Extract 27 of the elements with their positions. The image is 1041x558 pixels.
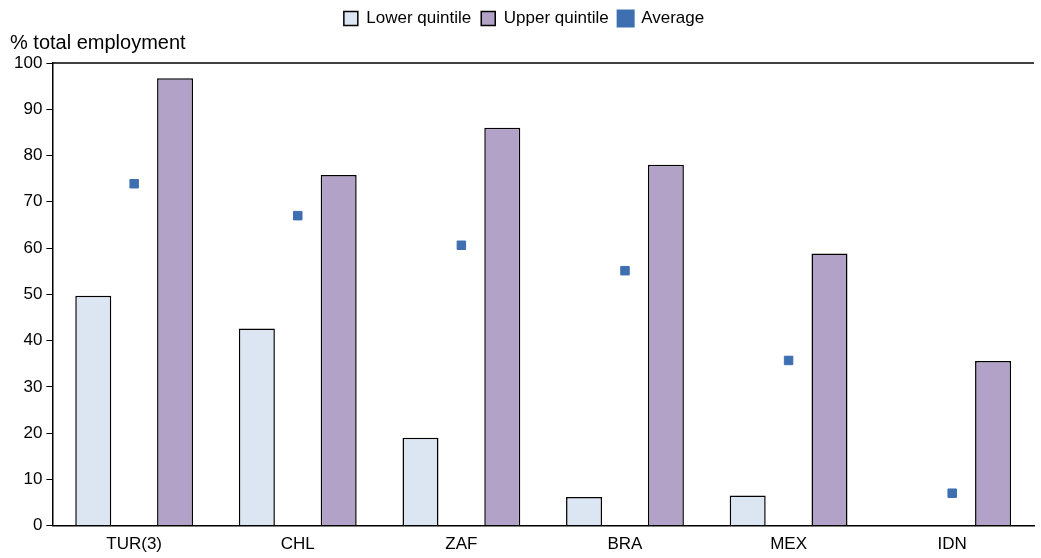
y-tick-label: 10 (23, 469, 43, 489)
point (129, 179, 139, 189)
point (947, 488, 957, 498)
x-tick-label: MEX (770, 534, 808, 554)
y-axis-title: % total employment (10, 30, 187, 53)
y-tick-label: 100 (13, 52, 43, 72)
y-tick-label: 30 (23, 376, 43, 396)
y-tick-label: 60 (23, 237, 43, 257)
point (456, 240, 467, 251)
x-tick-label: CHL (280, 534, 315, 554)
legend-label: Average (641, 8, 705, 28)
y-tick-label: 50 (23, 283, 43, 303)
y-tick-label: 80 (23, 145, 43, 165)
point (783, 355, 794, 366)
legend-label: Upper quintile (503, 8, 609, 28)
x-tick-label: BRA (607, 534, 644, 554)
point (620, 265, 630, 276)
x-tick-label: TUR(3) (106, 534, 163, 554)
y-tick-label: 70 (23, 191, 43, 211)
point (293, 210, 303, 221)
legend-label: Lower quintile (366, 8, 472, 28)
y-tick-label: 20 (23, 422, 43, 442)
x-tick-label: IDN (937, 534, 967, 554)
y-tick-label: 40 (23, 330, 43, 350)
x-tick-label: ZAF (445, 534, 478, 554)
y-tick-label: 90 (23, 98, 43, 118)
y-tick-label: 0 (32, 515, 43, 535)
